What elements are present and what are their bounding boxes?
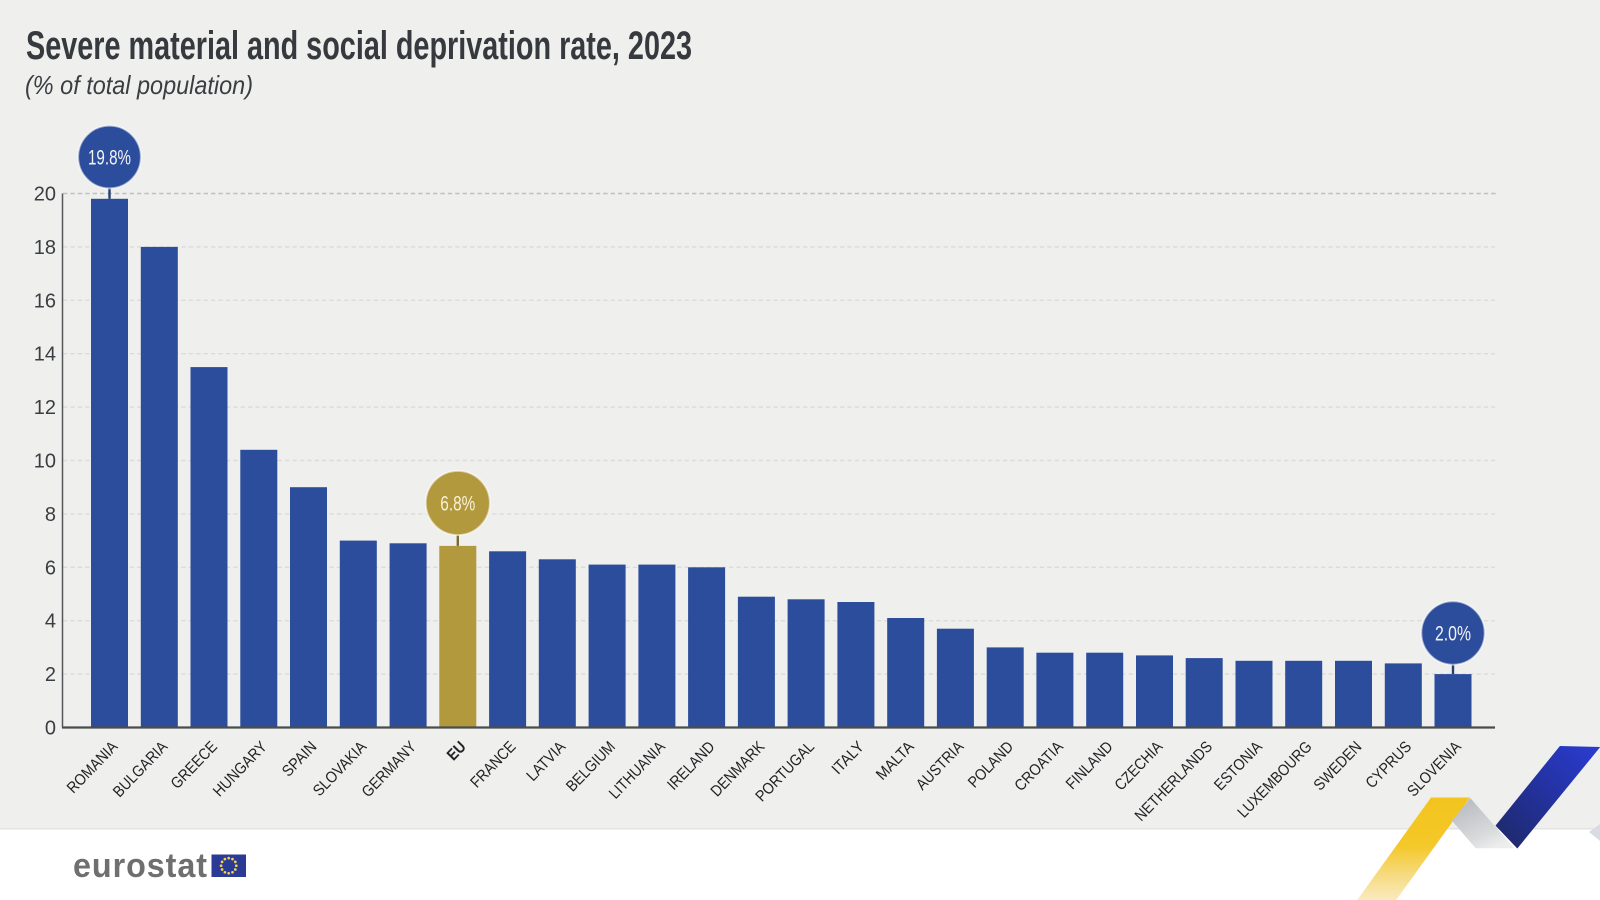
svg-text:2: 2: [45, 664, 56, 686]
svg-text:eurostat: eurostat: [73, 847, 208, 885]
svg-text:8: 8: [45, 504, 56, 526]
svg-text:19.8%: 19.8%: [88, 146, 131, 170]
svg-text:6: 6: [45, 557, 56, 579]
svg-text:2.0%: 2.0%: [1435, 622, 1471, 646]
svg-text:(% of total population): (% of total population): [25, 70, 253, 100]
svg-text:Severe material and social dep: Severe material and social deprivation r…: [26, 24, 692, 68]
svg-text:16: 16: [34, 290, 56, 312]
svg-text:4: 4: [45, 611, 56, 633]
svg-text:14: 14: [34, 344, 56, 366]
svg-text:12: 12: [34, 397, 56, 419]
svg-text:0: 0: [45, 718, 56, 740]
svg-text:10: 10: [34, 451, 56, 473]
svg-text:20: 20: [34, 184, 56, 206]
svg-text:18: 18: [34, 237, 56, 259]
svg-text:6.8%: 6.8%: [440, 492, 475, 516]
